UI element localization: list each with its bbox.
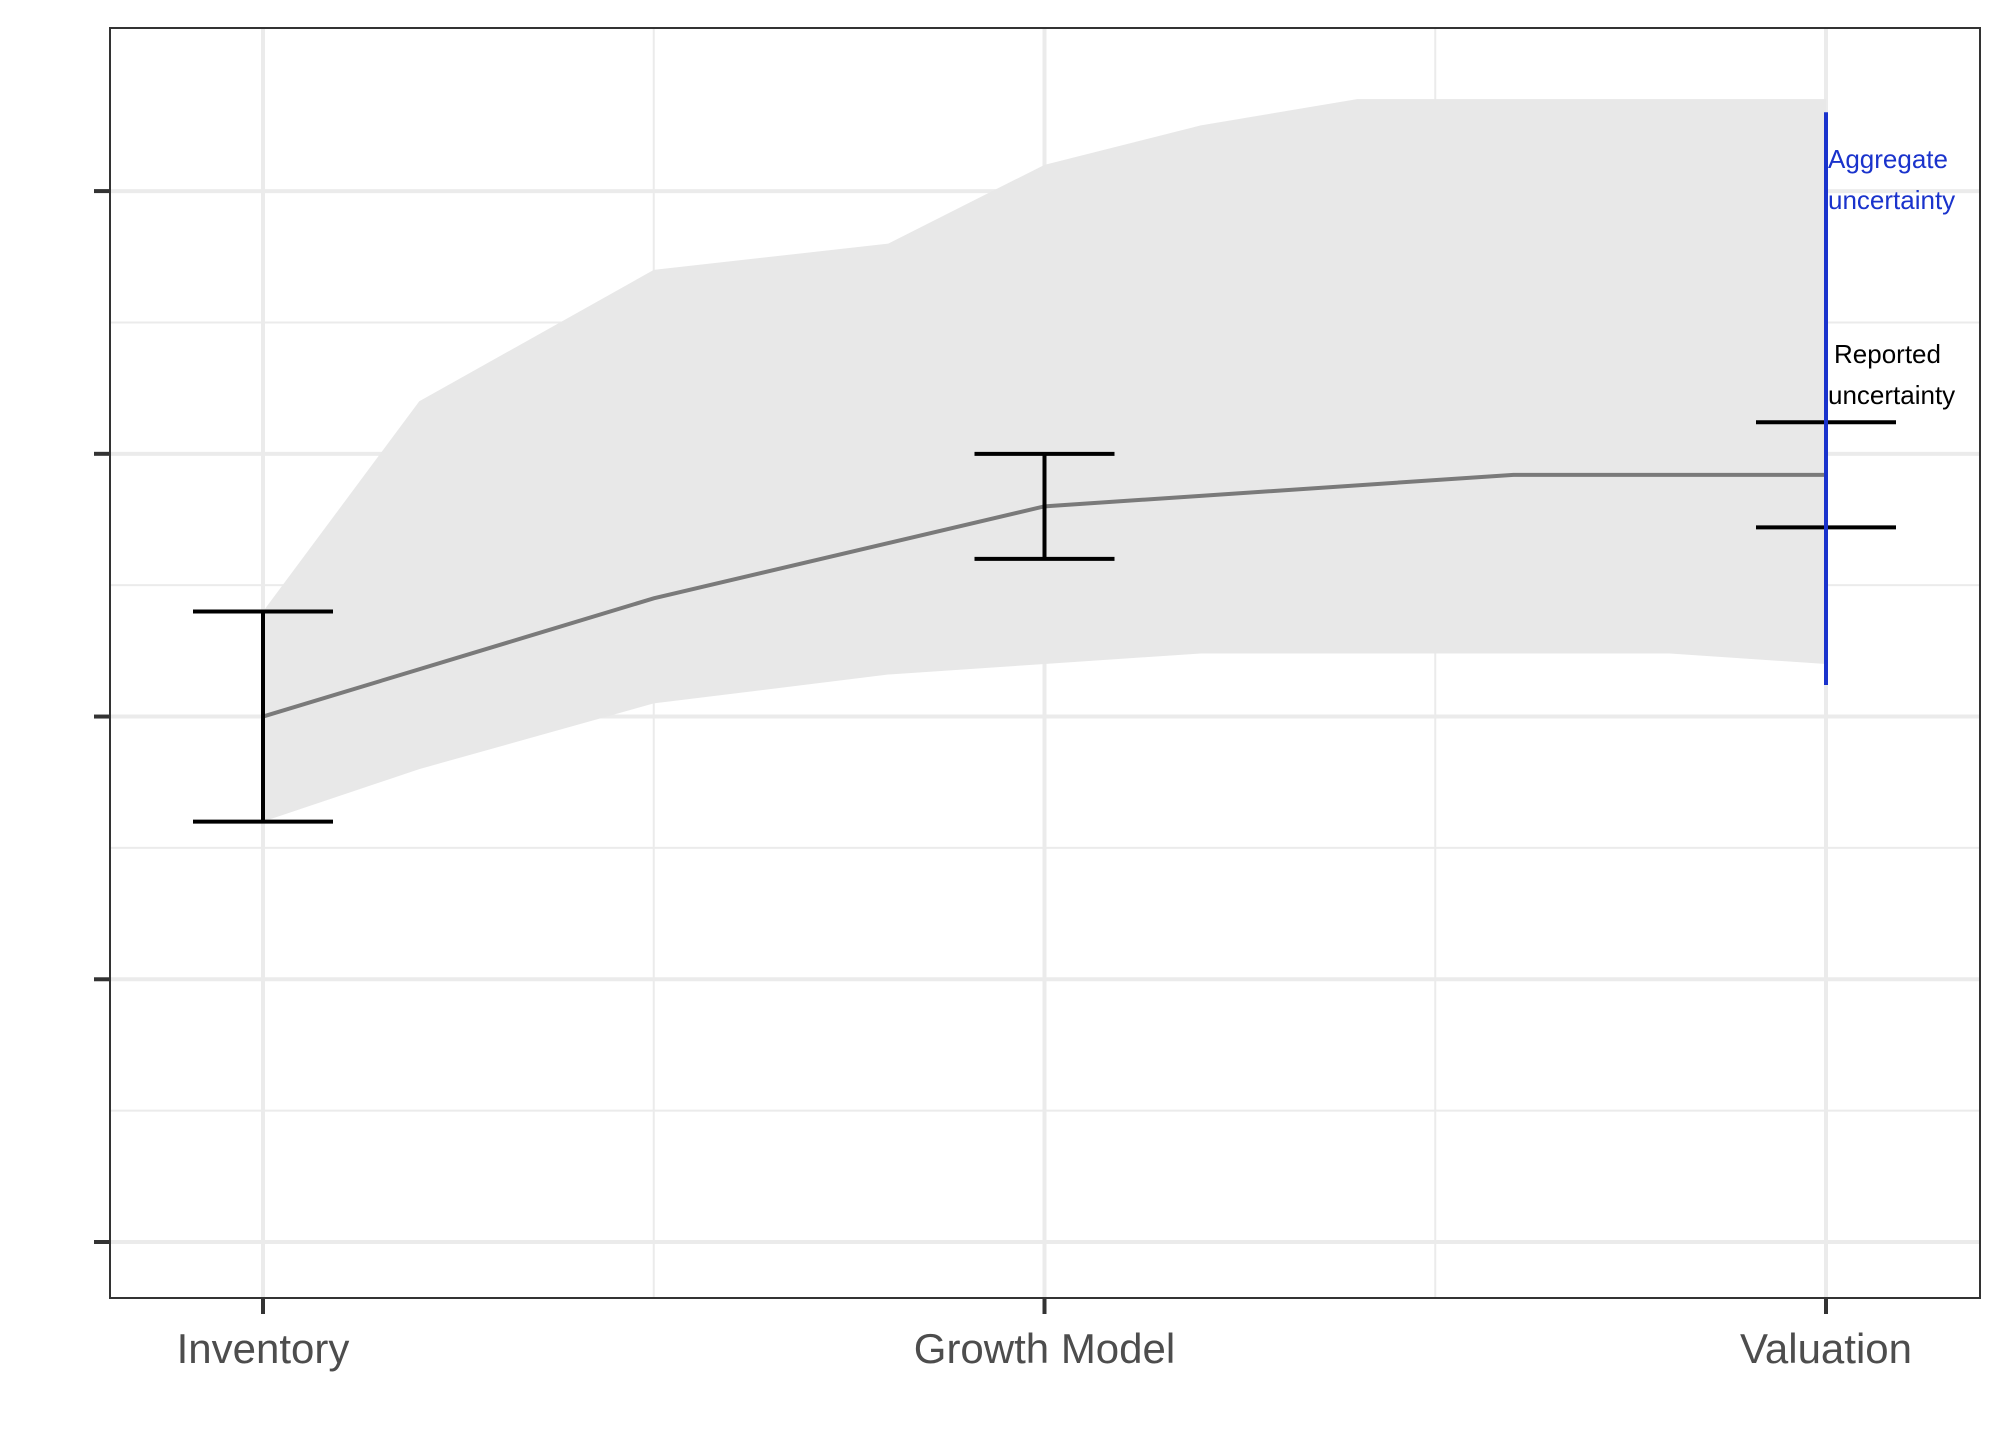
- x-tick-label-inventory: Inventory: [177, 1325, 350, 1372]
- x-tick-label-valuation: Valuation: [1740, 1325, 1912, 1372]
- x-tick-label-growth-model: Growth Model: [914, 1325, 1175, 1372]
- aggregate-uncertainty-label-line1: Aggregate: [1828, 144, 1948, 174]
- axis-ticks: [94, 189, 1828, 1314]
- reported-uncertainty-label-line2: uncertainty: [1828, 380, 1955, 410]
- mean-line: [262, 472, 1826, 719]
- aggregate-uncertainty-label-line2: uncertainty: [1828, 185, 1955, 215]
- reported-uncertainty-label-line1: Reported: [1834, 339, 1941, 369]
